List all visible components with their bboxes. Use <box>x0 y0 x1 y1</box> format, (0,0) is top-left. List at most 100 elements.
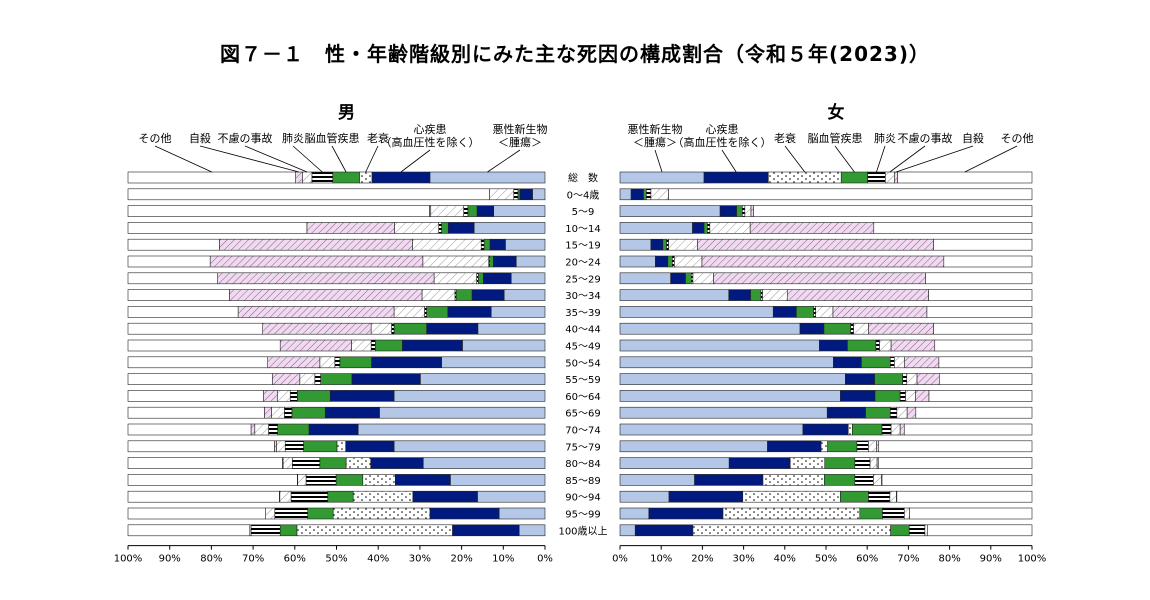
bar-segment-accident <box>744 205 752 217</box>
x-tick-label: 80% <box>938 554 960 565</box>
category-label: 40～44 <box>565 325 600 336</box>
bar-segment-senility <box>332 507 431 520</box>
bar-segment-suicide <box>264 406 272 419</box>
bar-segment-other <box>896 490 1033 503</box>
x-tick-label: 50% <box>815 554 837 565</box>
bar-segment-accident <box>879 339 892 352</box>
bar-segment-accident <box>869 457 878 469</box>
legend-leader-line <box>400 149 431 173</box>
bar-segment-suicide <box>876 440 880 453</box>
bar-segment-pneumonia <box>666 238 669 251</box>
bar-segment-heart-disease <box>345 440 395 453</box>
bar-segment-heart-disease <box>371 356 442 369</box>
bar-segment-other <box>127 322 263 335</box>
bar-segment-pneumonia <box>424 306 427 318</box>
bar-segment-malignant-neoplasm <box>357 423 546 436</box>
bar-segment-senility <box>847 423 853 436</box>
category-label: 総 数 <box>568 172 598 185</box>
x-tick-label: 100% <box>1018 554 1047 565</box>
legend-label-heart-disease: 心疾患 <box>706 122 739 136</box>
bar-segment-senility <box>362 474 396 486</box>
bar-segment-heart-disease <box>648 507 724 520</box>
bar-segment-other <box>903 423 1033 436</box>
bar-segment-accident <box>393 306 425 318</box>
bar-segment-accident <box>299 373 316 385</box>
bar-segment-malignant-neoplasm <box>473 222 546 234</box>
bar-segment-other <box>127 390 264 402</box>
bar-segment-cerebrovascular <box>332 171 360 184</box>
bar-segment-suicide <box>219 238 413 251</box>
bar-segment-heart-disease <box>703 171 769 184</box>
bar-segment-accident <box>412 238 482 251</box>
legend-leader-line <box>654 149 663 173</box>
bar-segment-malignant-neoplasm <box>619 289 730 301</box>
bar-segment-senility <box>352 490 414 503</box>
bar-segment-pneumonia <box>289 390 298 402</box>
bar-segment-accident <box>906 373 918 385</box>
bar-segment-cerebrovascular <box>374 339 403 352</box>
category-label: 65～69 <box>565 409 600 420</box>
bar-segment-pneumonia <box>513 188 519 201</box>
bar-segment-malignant-neoplasm <box>515 255 546 268</box>
bar-segment-pneumonia <box>707 222 711 234</box>
bar-segment-accident <box>276 390 291 402</box>
legend-leader-line <box>244 145 308 173</box>
legend-leader-line <box>154 145 212 173</box>
bar-segment-accident <box>853 322 869 335</box>
bar-segment-pneumonia <box>370 339 376 352</box>
bar-segment-pneumonia <box>889 356 895 369</box>
bar-segment-pneumonia <box>305 474 337 486</box>
legend-leader-line <box>292 145 323 173</box>
legend-label-other: その他 <box>1001 132 1034 145</box>
bar-segment-suicide <box>906 406 917 419</box>
bar-segment-cerebrovascular <box>840 490 869 503</box>
x-tick-label: 100% <box>114 554 143 565</box>
bar-segment-accident <box>896 406 908 419</box>
bar-segment-suicide <box>274 440 277 453</box>
legend-label-accident: 不慮の事故 <box>898 131 953 145</box>
bar-segment-other <box>127 255 211 268</box>
bar-segment-malignant-neoplasm <box>619 339 820 352</box>
bar-segment-heart-disease <box>329 390 395 402</box>
bar-segment-suicide <box>295 171 303 184</box>
bar-segment-accident <box>815 306 834 318</box>
category-label: 0～4歳 <box>567 189 600 201</box>
bar-segment-accident <box>430 205 464 217</box>
bar-segment-cerebrovascular <box>852 423 883 436</box>
bar-segment-other <box>878 457 1033 469</box>
bar-segment-senility <box>296 524 453 537</box>
bar-segment-cerebrovascular <box>489 255 494 268</box>
legend-label-malignant-neoplasm: ＜腫瘍＞ <box>498 135 542 149</box>
bar-segment-pneumonia <box>850 322 854 335</box>
bar-segment-other <box>127 373 273 385</box>
bar-segment-cerebrovascular <box>703 222 708 234</box>
legend-leader-line <box>876 145 886 173</box>
bar-segment-accident <box>924 524 928 537</box>
bar-segment-cerebrovascular <box>827 440 858 453</box>
bar-segment-pneumonia <box>463 205 469 217</box>
legend-leader-line <box>331 145 347 173</box>
bar-segment-other <box>928 390 1033 402</box>
bar-segment-heart-disease <box>728 289 751 301</box>
bar-segment-heart-disease <box>452 524 520 537</box>
x-tick-label: 30% <box>409 554 431 565</box>
bar-segment-other <box>127 289 230 301</box>
bar-segment-pneumonia <box>868 490 891 503</box>
bar-segment-accident <box>868 440 877 453</box>
bar-segment-pneumonia <box>899 390 906 402</box>
bar-segment-heart-disease <box>819 339 848 352</box>
legend-label-suicide: 自殺 <box>962 131 984 145</box>
bar-segment-other <box>933 238 1033 251</box>
bar-segment-accident <box>674 255 703 268</box>
bar-segment-accident <box>873 474 882 486</box>
bar-segment-malignant-neoplasm <box>619 171 705 184</box>
bar-segment-heart-disease <box>471 289 505 301</box>
bar-segment-other <box>933 322 1033 335</box>
legend-label-pneumonia: 肺炎 <box>874 132 896 145</box>
bar-segment-suicide <box>868 322 934 335</box>
bar-segment-heart-disease <box>492 255 517 268</box>
bar-segment-cerebrovascular <box>307 507 334 520</box>
category-label: 25～29 <box>565 274 600 285</box>
bar-segment-malignant-neoplasm <box>518 524 546 537</box>
bar-segment-pneumonia <box>274 507 309 520</box>
